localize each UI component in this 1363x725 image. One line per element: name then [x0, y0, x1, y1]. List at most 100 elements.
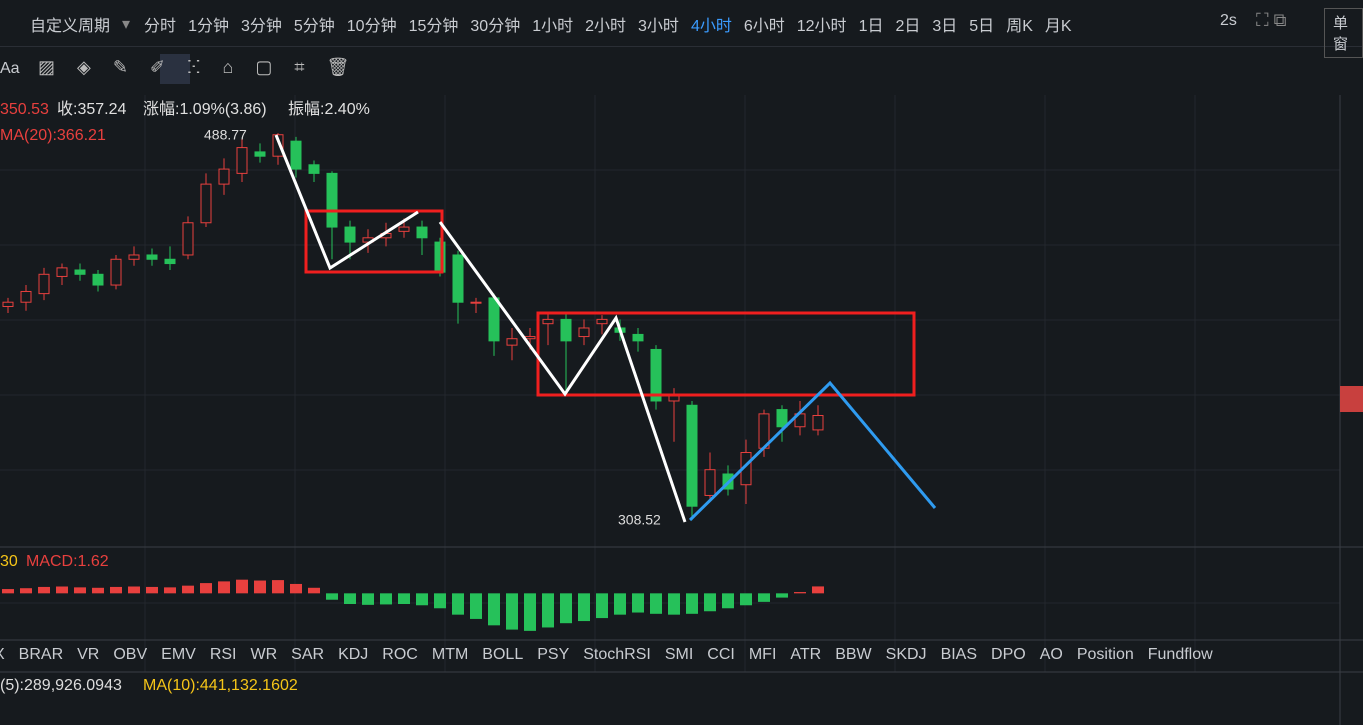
period-option[interactable]: 3日: [932, 18, 958, 35]
period-option[interactable]: 10分钟: [346, 18, 397, 35]
macd-bar: [758, 593, 770, 602]
price-tag: [1340, 386, 1363, 412]
macd-bar: [614, 593, 626, 615]
candle-body: [416, 226, 428, 239]
period-option[interactable]: 6小时: [743, 18, 785, 35]
candle-body: [200, 183, 212, 224]
macd-bar: [146, 586, 158, 594]
candle-body: [2, 301, 14, 308]
open-value: 350.53: [0, 101, 49, 118]
macd-label: MACD:1.62: [26, 553, 109, 570]
indicator-tab[interactable]: MTM: [431, 646, 469, 663]
indicator-tab[interactable]: SAR: [291, 646, 325, 663]
indicator-tab[interactable]: BBW: [835, 646, 872, 663]
macd-bar: [794, 592, 806, 594]
macd-bar: [344, 593, 356, 604]
candle-body: [92, 273, 104, 286]
period-option[interactable]: 15分钟: [408, 18, 459, 35]
candle-body: [110, 258, 122, 286]
macd-bar: [452, 593, 464, 615]
indicator-tab[interactable]: StochRSI: [583, 646, 651, 663]
period-menu[interactable]: 自定义周期: [30, 18, 111, 35]
indicator-tab[interactable]: PSY: [537, 646, 570, 663]
candle-body: [812, 415, 824, 431]
candle-body: [308, 164, 320, 174]
candle-body: [542, 318, 554, 325]
period-option[interactable]: 5日: [969, 18, 995, 35]
macd-bar: [704, 593, 716, 612]
candle-body: [254, 151, 266, 157]
candle-body: [74, 269, 86, 275]
indicator-tab[interactable]: DPO: [991, 646, 1026, 663]
indicator-tab[interactable]: BOLL: [482, 646, 524, 663]
indicator-tab[interactable]: CCI: [707, 646, 735, 663]
indicator-tab[interactable]: Fundflow: [1147, 646, 1213, 663]
indicator-tab[interactable]: SMI: [664, 646, 694, 663]
period-option[interactable]: 5分钟: [293, 18, 335, 35]
indicator-tab[interactable]: ATR: [790, 646, 822, 663]
period-option[interactable]: 周K: [1006, 18, 1033, 35]
macd-bar: [38, 586, 50, 594]
macd-bar: [380, 593, 392, 605]
period-option[interactable]: 3分钟: [240, 18, 282, 35]
indicator-tab[interactable]: MFI: [748, 646, 777, 663]
period-option[interactable]: 2日: [895, 18, 921, 35]
macd-bar: [812, 586, 824, 594]
indicator-tab[interactable]: WR: [250, 646, 278, 663]
period-option[interactable]: 月K: [1044, 18, 1072, 35]
period-option[interactable]: 2小时: [585, 18, 627, 35]
fullscreen-icon[interactable]: ⛶ ⧉: [1256, 10, 1287, 30]
candle-body: [146, 254, 158, 260]
tool-icons[interactable]: ▨◈✎✐ⵘ⌂▢⌗🗑: [38, 57, 372, 77]
candle-body: [344, 226, 356, 243]
period-option[interactable]: 分时: [144, 18, 177, 35]
indicator-tab[interactable]: ROC: [382, 646, 418, 663]
period-option[interactable]: 3小时: [638, 18, 679, 35]
indicator-tab[interactable]: X: [0, 646, 5, 664]
active-tool-bg: [160, 54, 190, 84]
macd-bar: [218, 581, 230, 594]
indicator-tab[interactable]: Position: [1076, 646, 1134, 663]
indicator-tab[interactable]: OBV: [113, 646, 148, 663]
candle-body: [650, 348, 662, 402]
macd-bar: [74, 587, 86, 594]
period-option[interactable]: 1小时: [532, 18, 574, 35]
indicator-tab[interactable]: RSI: [209, 646, 237, 663]
volume-ma10: MA(10):441,132.1602: [143, 677, 298, 694]
amplitude-value: 振幅:2.40%: [288, 100, 370, 118]
indicator-tab[interactable]: SKDJ: [885, 646, 927, 663]
refresh[interactable]: 2s: [1220, 12, 1237, 29]
candle-body: [128, 254, 140, 260]
period-option[interactable]: 1日: [858, 18, 884, 35]
indicator-tab[interactable]: VR: [77, 646, 100, 663]
macd-bar: [434, 593, 446, 609]
indicator-tab[interactable]: EMV: [161, 646, 196, 663]
indicator-tab[interactable]: AO: [1039, 646, 1063, 663]
text-tool[interactable]: Aa: [0, 60, 20, 77]
candle-body: [704, 469, 716, 496]
candle-body: [470, 301, 482, 304]
period-option[interactable]: 30分钟: [470, 18, 521, 35]
macd-bar: [632, 593, 644, 613]
macd-bar: [182, 585, 194, 594]
candle-body: [56, 267, 68, 277]
indicator-tab[interactable]: BIAS: [940, 646, 978, 663]
macd-bar: [164, 587, 176, 594]
indicator-tab[interactable]: KDJ: [338, 646, 369, 663]
macd-bar: [578, 593, 590, 622]
macd-bar: [236, 579, 248, 594]
period-option[interactable]: 1分钟: [188, 18, 229, 35]
period-option[interactable]: 12小时: [796, 18, 847, 35]
macd-bar: [560, 593, 572, 624]
macd-bar: [470, 593, 482, 619]
candle-body: [632, 333, 644, 342]
candle-body: [776, 409, 788, 428]
indicator-tabs: X BRAR VR OBV EMV RSI WR SAR KDJ ROC MTM BOLL PSY Sto…: [0, 646, 1227, 664]
candle-body: [578, 327, 590, 338]
candle-body: [218, 168, 230, 185]
indicator-tab[interactable]: BRAR: [18, 646, 64, 663]
macd-bar: [272, 580, 284, 594]
period-option[interactable]: 4小时: [690, 18, 732, 35]
macd-bar: [92, 587, 104, 594]
